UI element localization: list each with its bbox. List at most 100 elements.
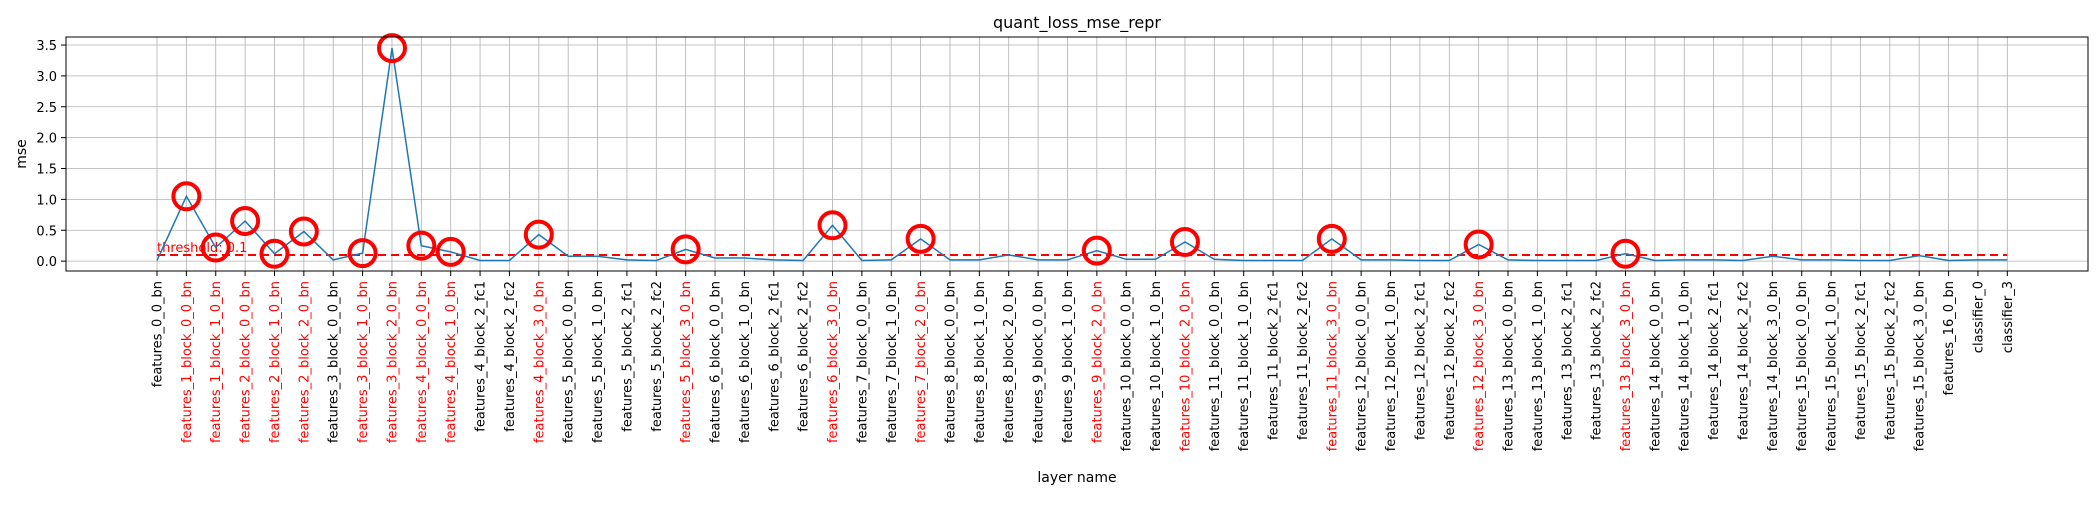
x-tick-label: features_13_block_1_0_bn <box>1531 281 1546 451</box>
x-tick-label: features_12_block_2_fc2 <box>1443 281 1458 440</box>
highlight-circle-marker <box>1316 223 1347 254</box>
x-tick-label: features_12_block_2_fc1 <box>1413 281 1428 440</box>
y-tick-label: 2.5 <box>36 101 57 116</box>
x-tick-label: features_2_block_1_0_bn <box>268 281 283 443</box>
x-tick-label: features_14_block_3_0_bn <box>1766 281 1781 451</box>
x-tick-label: features_3_block_2_0_bn <box>385 281 400 443</box>
x-tick-label: features_15_block_0_0_bn <box>1795 281 1810 451</box>
x-tick-label: features_1_block_1_0_bn <box>209 281 224 443</box>
x-tick-label: features_11_block_1_0_bn <box>1237 281 1252 451</box>
highlight-circle-marker <box>817 210 848 241</box>
highlight-circle-marker <box>347 238 378 269</box>
highlight-circle-marker <box>288 216 319 247</box>
highlight-circle-marker <box>230 205 261 236</box>
x-tick-label: features_5_block_2_fc2 <box>650 281 665 432</box>
x-tick-label: features_5_block_1_0_bn <box>591 281 606 443</box>
x-tick-label: features_14_block_1_0_bn <box>1678 281 1693 451</box>
x-tick-label: features_6_block_2_fc2 <box>797 281 812 432</box>
x-tick-label: features_13_block_2_fc1 <box>1560 281 1575 440</box>
y-tick-label: 2.0 <box>36 132 57 147</box>
highlight-markers <box>171 33 1641 269</box>
y-axis: 0.0 0.5 1.0 1.5 2.0 2.5 3.0 3.5 <box>36 39 66 270</box>
y-tick-label: 3.5 <box>36 39 57 54</box>
chart-title: quant_loss_mse_repr <box>993 13 1161 33</box>
x-tick-label: features_10_block_2_0_bn <box>1178 281 1193 451</box>
mse-series-line <box>156 47 2008 262</box>
y-tick-label: 3.0 <box>36 70 57 85</box>
x-tick-label: features_11_block_2_fc2 <box>1296 281 1311 440</box>
x-tick-label: features_14_block_2_fc2 <box>1736 281 1751 440</box>
series-group <box>156 47 2008 262</box>
x-tick-label: features_14_block_0_0_bn <box>1648 281 1663 451</box>
highlight-circle-marker <box>1081 235 1112 266</box>
x-tick-label: features_11_block_0_0_bn <box>1208 281 1223 451</box>
x-tick-label: features_2_block_2_0_bn <box>297 281 312 443</box>
x-tick-label: features_0_0_bn <box>151 281 166 387</box>
x-tick-label: features_4_block_3_0_bn <box>532 281 547 443</box>
x-tick-label: features_4_block_2_fc2 <box>503 281 518 432</box>
x-tick-label: features_7_block_2_0_bn <box>914 281 929 443</box>
highlight-circle-marker <box>200 232 231 263</box>
highlight-circle-marker <box>376 33 407 64</box>
x-tick-label: features_12_block_3_0_bn <box>1472 281 1487 451</box>
highlight-circle-marker <box>523 219 554 250</box>
x-tick-label: features_4_block_0_0_bn <box>415 281 430 443</box>
x-tick-label: features_2_block_0_0_bn <box>239 281 254 443</box>
x-axis: features_0_0_bn features_1_block_0_0_bn fe… <box>151 271 2016 451</box>
y-tick-label: 1.5 <box>36 163 57 178</box>
x-tick-label: features_13_block_0_0_bn <box>1502 281 1517 451</box>
highlight-circle-marker <box>670 234 701 265</box>
x-tick-label: features_8_block_0_0_bn <box>943 281 958 443</box>
x-tick-label: features_9_block_2_0_bn <box>1090 281 1105 443</box>
x-tick-label: features_9_block_1_0_bn <box>1061 281 1076 443</box>
y-tick-label: 0.5 <box>36 224 57 239</box>
y-tick-label: 0.0 <box>36 255 57 270</box>
x-tick-label: features_16_0_bn <box>1942 281 1957 396</box>
x-tick-label: features_10_block_0_0_bn <box>1120 281 1135 451</box>
x-tick-label: features_11_block_2_fc1 <box>1267 281 1282 440</box>
x-tick-label: features_4_block_1_0_bn <box>444 281 459 443</box>
y-axis-label: mse <box>14 139 30 169</box>
x-tick-label: features_14_block_2_fc1 <box>1707 281 1722 440</box>
x-tick-label: features_3_block_1_0_bn <box>356 281 371 443</box>
highlight-circle-marker <box>406 230 437 261</box>
x-tick-label: features_1_block_0_0_bn <box>180 281 195 443</box>
x-tick-label: features_5_block_3_0_bn <box>679 281 694 443</box>
x-tick-label: features_9_block_0_0_bn <box>1032 281 1047 443</box>
x-tick-label: features_12_block_0_0_bn <box>1355 281 1370 451</box>
highlight-circle-marker <box>1610 238 1641 269</box>
x-tick-label: features_6_block_2_fc1 <box>767 281 782 432</box>
x-tick-label: features_3_block_0_0_bn <box>327 281 342 443</box>
x-tick-label: features_11_block_3_0_bn <box>1325 281 1340 451</box>
grid-lines <box>66 37 2088 271</box>
x-tick-label: features_6_block_0_0_bn <box>709 281 724 443</box>
x-tick-label: features_8_block_1_0_bn <box>973 281 988 443</box>
x-tick-label: features_12_block_1_0_bn <box>1384 281 1399 451</box>
y-tick-label: 1.0 <box>36 193 57 208</box>
x-tick-label: features_4_block_2_fc1 <box>474 281 489 432</box>
x-tick-label: classifier_3 <box>2001 281 2016 353</box>
x-tick-label: features_13_block_3_0_bn <box>1619 281 1634 451</box>
x-tick-label: features_7_block_0_0_bn <box>855 281 870 443</box>
x-tick-label: features_8_block_2_0_bn <box>1002 281 1017 443</box>
highlight-circle-marker <box>1169 226 1200 257</box>
plot-area-frame <box>65 36 2089 272</box>
x-tick-label: features_7_block_1_0_bn <box>885 281 900 443</box>
x-tick-label: features_6_block_3_0_bn <box>826 281 841 443</box>
highlight-circle-marker <box>1463 229 1494 260</box>
x-tick-label: features_15_block_2_fc1 <box>1854 281 1869 440</box>
highlight-circle-marker <box>905 223 936 254</box>
x-tick-label: classifier_0 <box>1971 281 1986 353</box>
x-tick-label: features_15_block_1_0_bn <box>1825 281 1840 451</box>
x-tick-label: features_5_block_0_0_bn <box>562 281 577 443</box>
x-tick-label: features_6_block_1_0_bn <box>738 281 753 443</box>
x-tick-label: features_10_block_1_0_bn <box>1149 281 1164 451</box>
highlight-circle-marker <box>171 181 202 212</box>
x-tick-label: features_15_block_2_fc2 <box>1883 281 1898 440</box>
highlight-circle-marker <box>435 236 466 267</box>
x-axis-label: layer name <box>1037 470 1116 486</box>
x-tick-label: features_5_block_2_fc1 <box>620 281 635 432</box>
x-tick-label: features_13_block_2_fc2 <box>1590 281 1605 440</box>
